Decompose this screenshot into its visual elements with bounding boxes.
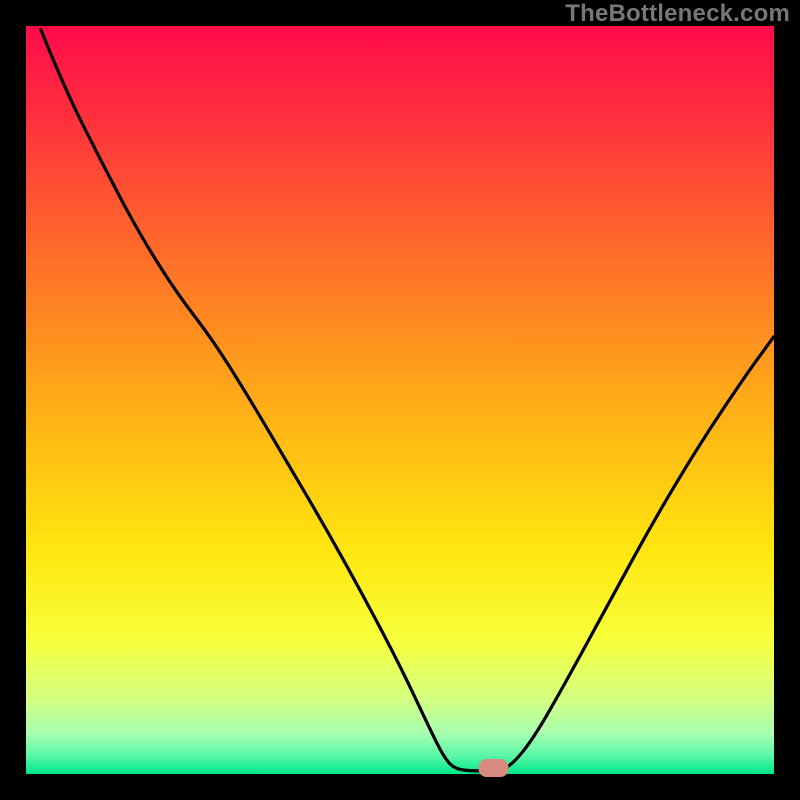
chart-container: TheBottleneck.com — [0, 0, 800, 800]
bottleneck-chart — [0, 0, 800, 800]
attribution-text: TheBottleneck.com — [565, 0, 790, 28]
plot-background — [26, 26, 774, 774]
target-marker — [479, 759, 509, 777]
